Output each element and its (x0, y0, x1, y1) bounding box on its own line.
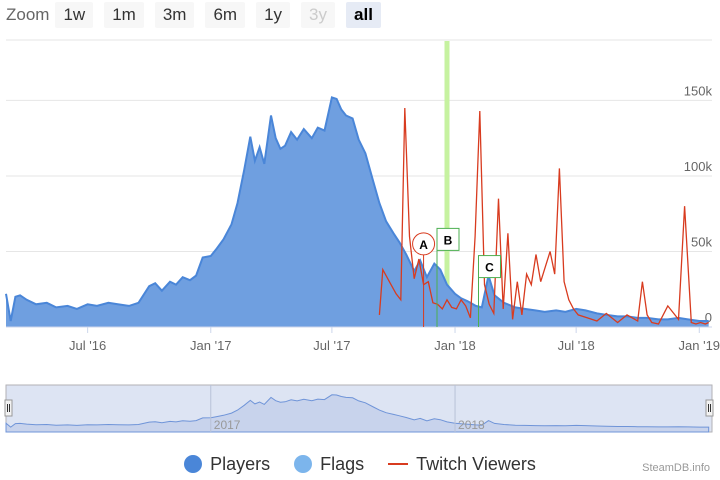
zoom-1y-button[interactable]: 1y (256, 2, 291, 28)
zoom-bar: Zoom 1w 1m 3m 6m 1y 3y all (0, 0, 392, 30)
y-tick-label: 50k (691, 234, 712, 249)
handle-grip (705, 399, 714, 417)
highlight-band (444, 41, 450, 327)
legend-flags[interactable]: Flags (294, 454, 364, 475)
flag-label: C (485, 261, 494, 275)
twitch-viewers-line (378, 107, 709, 325)
zoom-all-button[interactable]: all (346, 2, 381, 28)
zoom-1w-button[interactable]: 1w (55, 2, 94, 28)
legend: Players Flags Twitch Viewers (0, 448, 720, 480)
zoom-6m-button[interactable]: 6m (205, 2, 246, 28)
navigator-label: 2017 (214, 418, 241, 432)
flag-a[interactable]: A (412, 232, 436, 327)
legend-flags-label: Flags (320, 453, 365, 474)
legend-flags-dot (294, 455, 313, 473)
credit-text[interactable]: SteamDB.info (642, 462, 710, 474)
zoom-1m-button[interactable]: 1m (104, 2, 144, 28)
zoom-label: Zoom (6, 5, 50, 24)
x-tick-label: Jan '18 (434, 338, 476, 353)
flag-marker (412, 232, 436, 256)
players-chart[interactable]: 0 50k 100k 150k Jul '16 Jan '17 Jul '17 Jan '18… (0, 0, 720, 448)
x-tick-label: Jul '17 (313, 338, 350, 353)
y-tick-label: 0 (705, 310, 712, 325)
navigator-label: 2018 (458, 418, 485, 432)
navigator-right-handle[interactable] (705, 399, 714, 417)
flag-marker (436, 227, 460, 251)
legend-players[interactable]: Players (184, 454, 270, 475)
legend-twitch[interactable]: Twitch Viewers (388, 454, 536, 475)
flag-marker (477, 255, 501, 279)
players-line (5, 96, 709, 322)
zoom-3m-button[interactable]: 3m (154, 2, 195, 28)
flag-c[interactable]: C (477, 255, 501, 327)
legend-players-dot (184, 455, 203, 473)
x-tick-label: Jan '19 (679, 338, 720, 353)
players-area (6, 97, 709, 328)
legend-twitch-line (388, 463, 409, 465)
flag-label: A (419, 238, 428, 252)
y-tick-label: 100k (684, 159, 713, 174)
legend-players-label: Players (210, 453, 271, 474)
navigator-left-handle[interactable] (4, 399, 13, 417)
x-tick-label: Jul '16 (69, 338, 106, 353)
x-tick-label: Jan '17 (190, 338, 232, 353)
handle-grip (4, 399, 13, 417)
navigator-series (5, 394, 710, 433)
flag-label: B (444, 233, 453, 247)
y-tick-label: 150k (684, 83, 713, 98)
x-tick-label: Jul '18 (558, 338, 595, 353)
zoom-3y-button: 3y (301, 2, 336, 28)
legend-twitch-label: Twitch Viewers (416, 453, 536, 474)
flag-b[interactable]: B (436, 227, 460, 327)
